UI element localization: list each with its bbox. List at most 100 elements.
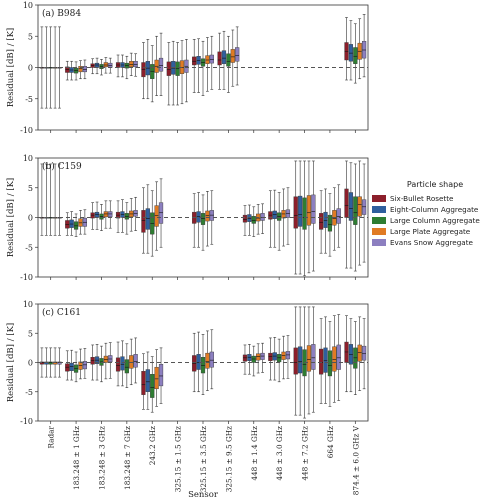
box — [362, 41, 367, 59]
box — [242, 214, 248, 223]
box — [319, 348, 324, 375]
legend-item: Eight-Column Aggregate — [372, 204, 498, 215]
box — [196, 211, 201, 223]
legend-item: Evans Snow Aggregate — [372, 237, 498, 248]
y-tick-label: -10 — [20, 417, 33, 426]
box — [205, 55, 210, 64]
box — [260, 213, 265, 221]
box — [120, 356, 125, 371]
box — [145, 369, 150, 392]
box — [48, 361, 53, 365]
y-tick-label: 10 — [23, 154, 33, 163]
box — [327, 350, 333, 377]
box — [353, 196, 358, 225]
x-tick-label: 325.15 ± 1.5 GHz — [174, 426, 183, 492]
legend-title: Particle shape — [406, 180, 464, 189]
x-tick-label: 183.248 ± 7 GHz — [123, 426, 132, 490]
box — [205, 352, 210, 369]
box — [327, 214, 333, 232]
y-tick-label: -5 — [25, 388, 33, 397]
legend-label: Six-Bullet Rosette — [390, 194, 454, 203]
legend-label: Eight-Column Aggregate — [390, 205, 479, 214]
x-tick-label: 183.248 ± 3 GHz — [97, 426, 106, 490]
box — [323, 347, 328, 373]
box — [52, 361, 58, 365]
box — [230, 49, 235, 63]
box — [298, 195, 303, 227]
box — [158, 57, 164, 72]
box — [311, 194, 316, 224]
box — [108, 62, 113, 68]
legend-swatch — [372, 228, 386, 235]
legend-swatch — [372, 217, 386, 224]
box — [166, 61, 171, 76]
box — [44, 361, 49, 365]
box — [141, 210, 146, 233]
box — [293, 196, 298, 229]
box — [133, 61, 138, 68]
x-tick-label: 325.15 ± 9.5 GHz — [224, 426, 233, 492]
box — [78, 66, 83, 73]
box — [344, 188, 349, 218]
x-tick-label: 874.4 ± 6.0 GHz V — [351, 425, 360, 495]
box — [226, 53, 231, 67]
box — [348, 44, 354, 62]
legend-swatch — [372, 206, 386, 213]
box — [348, 192, 354, 221]
y-tick-label: -5 — [25, 243, 33, 252]
legend-item: Large Column Aggregate — [372, 215, 498, 226]
y-tick-label: 5 — [28, 32, 33, 41]
legend-item: Six-Bullet Rosette — [372, 193, 498, 204]
y-tick-label: 0 — [28, 359, 33, 368]
box — [141, 62, 146, 78]
box — [221, 50, 227, 64]
box — [133, 354, 138, 368]
y-tick-label: 0 — [28, 64, 33, 73]
box — [235, 47, 240, 62]
box — [336, 344, 341, 370]
box — [332, 346, 337, 372]
y-axis-label: Residual [dB] / [K] — [6, 323, 16, 402]
box — [82, 66, 87, 73]
y-tick-label: 5 — [28, 184, 33, 193]
box — [196, 354, 201, 370]
box — [150, 64, 155, 79]
y-tick-label: 5 — [28, 329, 33, 338]
y-tick-label: -10 — [20, 273, 33, 282]
box — [94, 62, 100, 68]
box — [362, 345, 367, 361]
legend-label: Large Column Aggregate — [390, 216, 480, 225]
box — [247, 214, 252, 222]
x-tick-label: 183.248 ± 1 GHz — [72, 426, 81, 490]
box — [353, 47, 358, 64]
y-tick-label: 10 — [23, 1, 33, 10]
legend-swatch — [372, 195, 386, 202]
box — [357, 344, 362, 362]
y-tick-label: 10 — [23, 300, 33, 309]
x-tick-label: 448 ± 7.2 GHz — [301, 426, 310, 481]
box — [103, 62, 108, 68]
legend-swatch — [372, 239, 386, 246]
panel-title: (b) C159 — [42, 161, 82, 172]
box — [115, 357, 121, 372]
box — [217, 51, 222, 66]
panel-title: (a) B984 — [42, 8, 81, 19]
box — [311, 344, 316, 370]
box — [57, 361, 62, 365]
box — [319, 213, 324, 230]
y-axis-label: Residual [dB] / [K] — [6, 178, 16, 257]
box — [129, 355, 134, 369]
x-tick-label: Radar — [47, 425, 56, 448]
box — [150, 374, 155, 398]
box — [298, 346, 303, 374]
y-tick-label: -10 — [20, 126, 33, 135]
box — [251, 216, 256, 224]
x-tick-label: 325.15 ± 3.5 GHz — [199, 426, 208, 492]
box — [293, 347, 298, 375]
y-axis-label: Residual [dB] / [K] — [6, 28, 16, 107]
box — [357, 196, 362, 217]
x-tick-label: 664 GHz — [326, 426, 335, 458]
x-tick-label: 243.2 GHz — [148, 426, 157, 465]
y-tick-label: -5 — [25, 95, 33, 104]
